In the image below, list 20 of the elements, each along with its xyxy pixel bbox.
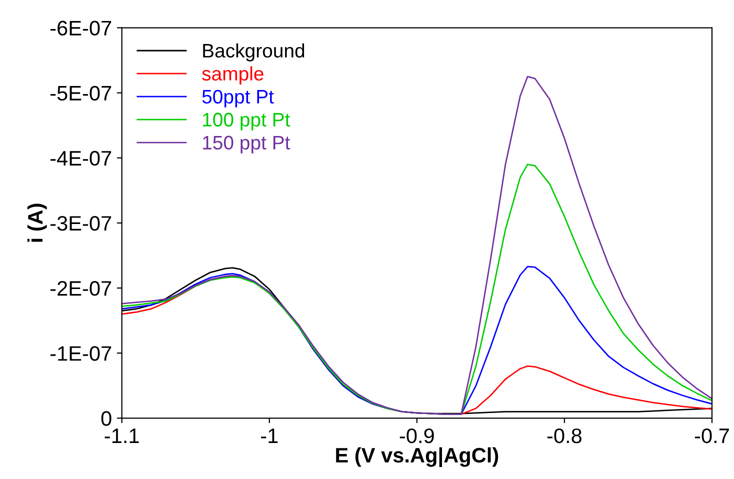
y-tick-label: -6E-07 — [50, 20, 112, 36]
y-tick-label: -2E-07 — [50, 281, 112, 296]
legend-label: 150 ppt Pt — [203, 136, 290, 154]
y-tick-label: -3E-07 — [50, 216, 112, 231]
y-tick-label: -4E-07 — [50, 150, 112, 166]
y-tick-label: 0 — [101, 411, 112, 426]
y-tick-label: -5E-07 — [50, 86, 112, 101]
legend-label: 50ppt Pt — [202, 90, 274, 108]
x-axis-title: E (V vs.Ag|AgCl) — [336, 447, 498, 468]
legend-label: sample — [202, 66, 264, 84]
x-tick-label: -1 — [261, 428, 278, 443]
x-tick-label: -0.9 — [400, 428, 434, 444]
y-tick-label: -1E-07 — [50, 346, 112, 361]
x-tick-label: -1.1 — [104, 428, 139, 443]
y-axis-title: i (A) — [27, 204, 47, 242]
line-series — [122, 164, 712, 415]
legend-label: 100 ppt Pt — [203, 112, 290, 130]
legend-label: Background — [203, 43, 304, 62]
x-tick-label: -0.8 — [547, 428, 582, 444]
x-tick-label: -0.7 — [694, 428, 729, 444]
